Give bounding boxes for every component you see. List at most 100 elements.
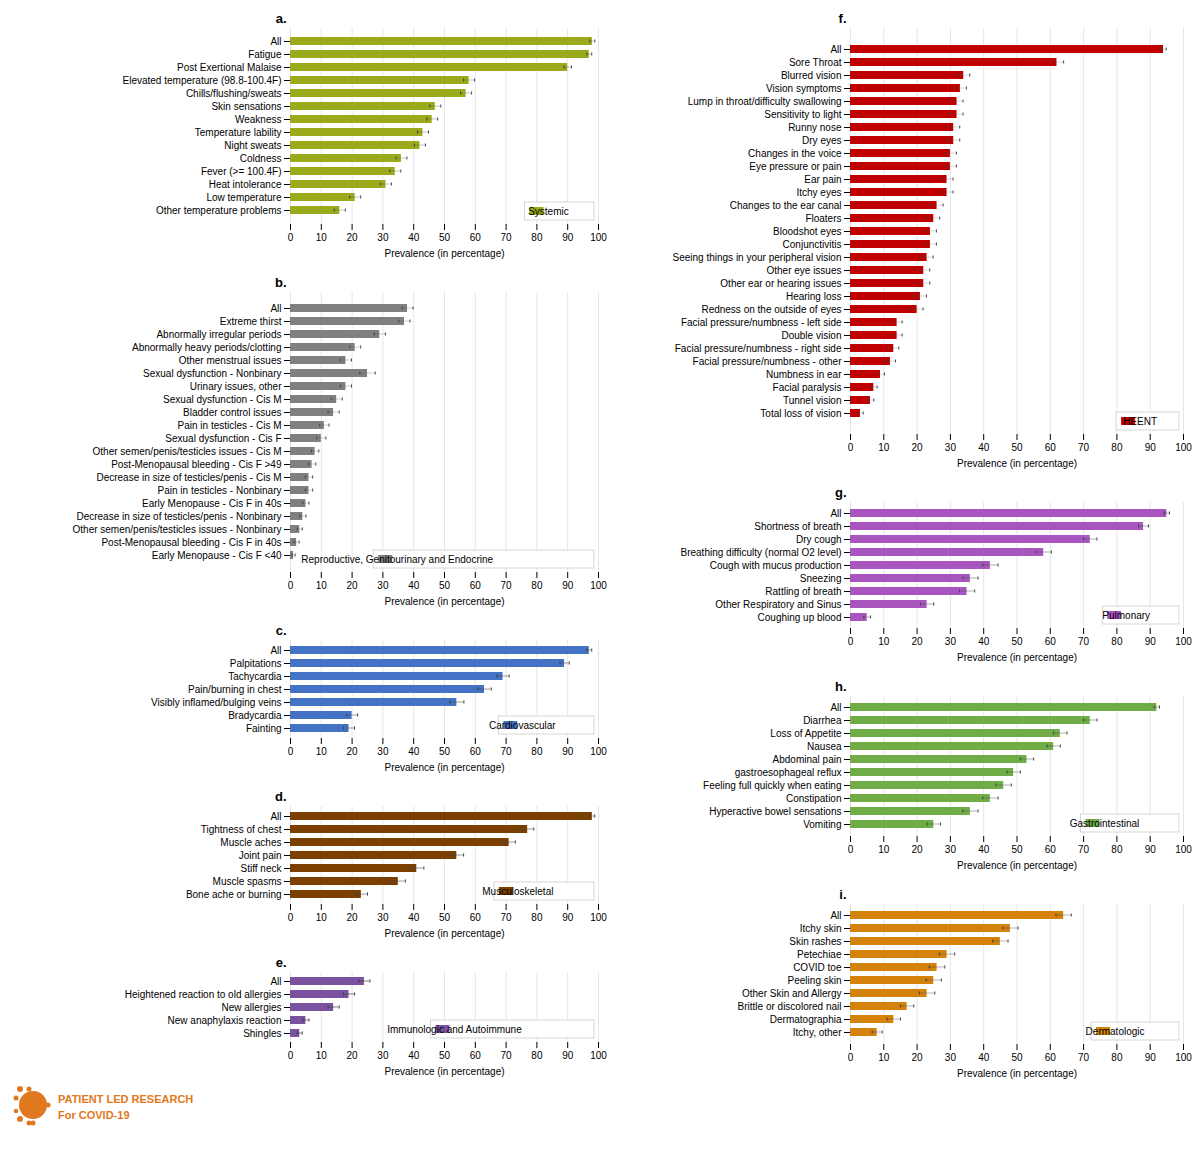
svg-text:Vomiting: Vomiting	[803, 819, 841, 830]
svg-text:New anaphylaxis reaction: New anaphylaxis reaction	[168, 1015, 282, 1026]
svg-text:80: 80	[531, 912, 543, 923]
svg-text:Peeling skin: Peeling skin	[788, 975, 842, 986]
svg-text:h.: h.	[835, 679, 847, 694]
svg-text:40: 40	[408, 746, 420, 757]
svg-text:Elevated temperature (98.8-100: Elevated temperature (98.8-100.4F)	[123, 75, 282, 86]
svg-text:Prevalence (in percentage): Prevalence (in percentage)	[957, 860, 1077, 871]
svg-text:Other eye issues: Other eye issues	[766, 265, 841, 276]
svg-text:Other Skin and Allergy: Other Skin and Allergy	[742, 988, 842, 999]
svg-text:Cough with mucus production: Cough with mucus production	[710, 560, 842, 571]
svg-text:Other semen/penis/testicles is: Other semen/penis/testicles issues - Non…	[73, 524, 282, 535]
svg-text:Eye pressure or pain: Eye pressure or pain	[749, 161, 841, 172]
svg-text:d.: d.	[275, 789, 287, 804]
svg-text:90: 90	[1145, 1052, 1157, 1063]
svg-text:Itchy, other: Itchy, other	[793, 1027, 842, 1038]
svg-text:Other menstrual issues: Other menstrual issues	[179, 355, 282, 366]
svg-text:50: 50	[1011, 442, 1023, 453]
svg-text:10: 10	[316, 912, 328, 923]
svg-text:Facial paralysis: Facial paralysis	[773, 382, 842, 393]
svg-text:Extreme thirst: Extreme thirst	[220, 316, 282, 327]
svg-text:70: 70	[1078, 636, 1090, 647]
svg-text:Skin sensations: Skin sensations	[211, 101, 281, 112]
svg-text:Abnormally irregular periods: Abnormally irregular periods	[156, 329, 281, 340]
svg-text:60: 60	[470, 232, 482, 243]
svg-text:HEENT: HEENT	[1123, 416, 1157, 427]
svg-text:10: 10	[878, 844, 890, 855]
svg-text:0: 0	[288, 580, 294, 591]
svg-text:40: 40	[408, 232, 420, 243]
svg-text:0: 0	[288, 912, 294, 923]
svg-text:Prevalence (in percentage): Prevalence (in percentage)	[957, 458, 1077, 469]
svg-text:0: 0	[848, 442, 854, 453]
svg-text:All: All	[270, 811, 281, 822]
svg-text:10: 10	[316, 232, 328, 243]
svg-text:COVID toe: COVID toe	[793, 962, 842, 973]
svg-text:80: 80	[1111, 844, 1123, 855]
svg-text:Prevalence (in percentage): Prevalence (in percentage)	[957, 1068, 1077, 1079]
svg-text:i.: i.	[839, 887, 846, 902]
svg-text:PATIENT LED RESEARCH: PATIENT LED RESEARCH	[58, 1093, 193, 1105]
svg-text:Prevalence (in percentage): Prevalence (in percentage)	[384, 248, 504, 259]
svg-text:Hyperactive bowel sensations: Hyperactive bowel sensations	[709, 806, 841, 817]
svg-text:c.: c.	[276, 623, 287, 638]
svg-text:g.: g.	[835, 485, 847, 500]
svg-text:Petechiae: Petechiae	[797, 949, 842, 960]
svg-text:60: 60	[1045, 636, 1057, 647]
svg-text:Pulmonary: Pulmonary	[1102, 610, 1150, 621]
svg-text:Changes in the voice: Changes in the voice	[748, 148, 842, 159]
svg-text:Sore Throat: Sore Throat	[789, 57, 842, 68]
svg-text:Musculoskeletal: Musculoskeletal	[482, 886, 553, 897]
svg-text:Prevalence (in percentage): Prevalence (in percentage)	[384, 762, 504, 773]
svg-text:Brittle or discolored nail: Brittle or discolored nail	[738, 1001, 842, 1012]
svg-text:Other ear or hearing issues: Other ear or hearing issues	[720, 278, 841, 289]
svg-text:90: 90	[1145, 442, 1157, 453]
svg-text:90: 90	[562, 580, 574, 591]
svg-text:60: 60	[470, 1050, 482, 1061]
svg-text:30: 30	[945, 636, 957, 647]
svg-text:100: 100	[1175, 844, 1192, 855]
svg-text:70: 70	[501, 746, 513, 757]
svg-text:Ear pain: Ear pain	[804, 174, 841, 185]
svg-text:0: 0	[288, 746, 294, 757]
svg-text:60: 60	[470, 580, 482, 591]
svg-text:90: 90	[1145, 636, 1157, 647]
svg-text:Other temperature problems: Other temperature problems	[156, 205, 282, 216]
svg-text:Constipation: Constipation	[786, 793, 842, 804]
svg-text:80: 80	[531, 746, 543, 757]
svg-text:20: 20	[347, 746, 359, 757]
svg-text:b.: b.	[275, 275, 287, 290]
svg-text:Pain in testicles - Cis M: Pain in testicles - Cis M	[178, 420, 282, 431]
svg-text:10: 10	[878, 442, 890, 453]
svg-text:Loss of Appetite: Loss of Appetite	[770, 728, 842, 739]
svg-text:50: 50	[439, 1050, 451, 1061]
svg-text:Numbness in ear: Numbness in ear	[766, 369, 842, 380]
svg-text:Dermatologic: Dermatologic	[1086, 1026, 1145, 1037]
svg-text:All: All	[270, 645, 281, 656]
svg-text:100: 100	[590, 1050, 607, 1061]
svg-text:Systemic: Systemic	[528, 206, 569, 217]
svg-text:50: 50	[1011, 844, 1023, 855]
svg-text:50: 50	[439, 912, 451, 923]
svg-text:Immunologic and Autoimmune: Immunologic and Autoimmune	[387, 1024, 522, 1035]
svg-text:Rattling of breath: Rattling of breath	[765, 586, 841, 597]
svg-text:Runny nose: Runny nose	[788, 122, 842, 133]
svg-text:30: 30	[945, 1052, 957, 1063]
svg-text:Facial pressure/numbness - oth: Facial pressure/numbness - other	[693, 356, 843, 367]
svg-text:Urinary issues, other: Urinary issues, other	[190, 381, 282, 392]
svg-text:0: 0	[288, 232, 294, 243]
svg-text:Double vision: Double vision	[781, 330, 841, 341]
svg-text:Early Menopause - Cis F <40: Early Menopause - Cis F <40	[152, 550, 282, 561]
svg-text:60: 60	[1045, 844, 1057, 855]
svg-text:90: 90	[562, 912, 574, 923]
svg-text:100: 100	[1175, 636, 1192, 647]
svg-text:Pain in testicles - Nonbinary: Pain in testicles - Nonbinary	[158, 485, 282, 496]
svg-text:10: 10	[316, 1050, 328, 1061]
svg-text:All: All	[270, 36, 281, 47]
svg-text:Coughing up blood: Coughing up blood	[758, 612, 842, 623]
svg-text:Post Exertional Malaise: Post Exertional Malaise	[177, 62, 282, 73]
svg-text:Dermatographia: Dermatographia	[770, 1014, 842, 1025]
svg-text:Feeling full quickly when eati: Feeling full quickly when eating	[703, 780, 841, 791]
svg-text:50: 50	[439, 746, 451, 757]
svg-text:60: 60	[1045, 442, 1057, 453]
svg-text:Early Menopause - Cis F in 40s: Early Menopause - Cis F in 40s	[142, 498, 282, 509]
